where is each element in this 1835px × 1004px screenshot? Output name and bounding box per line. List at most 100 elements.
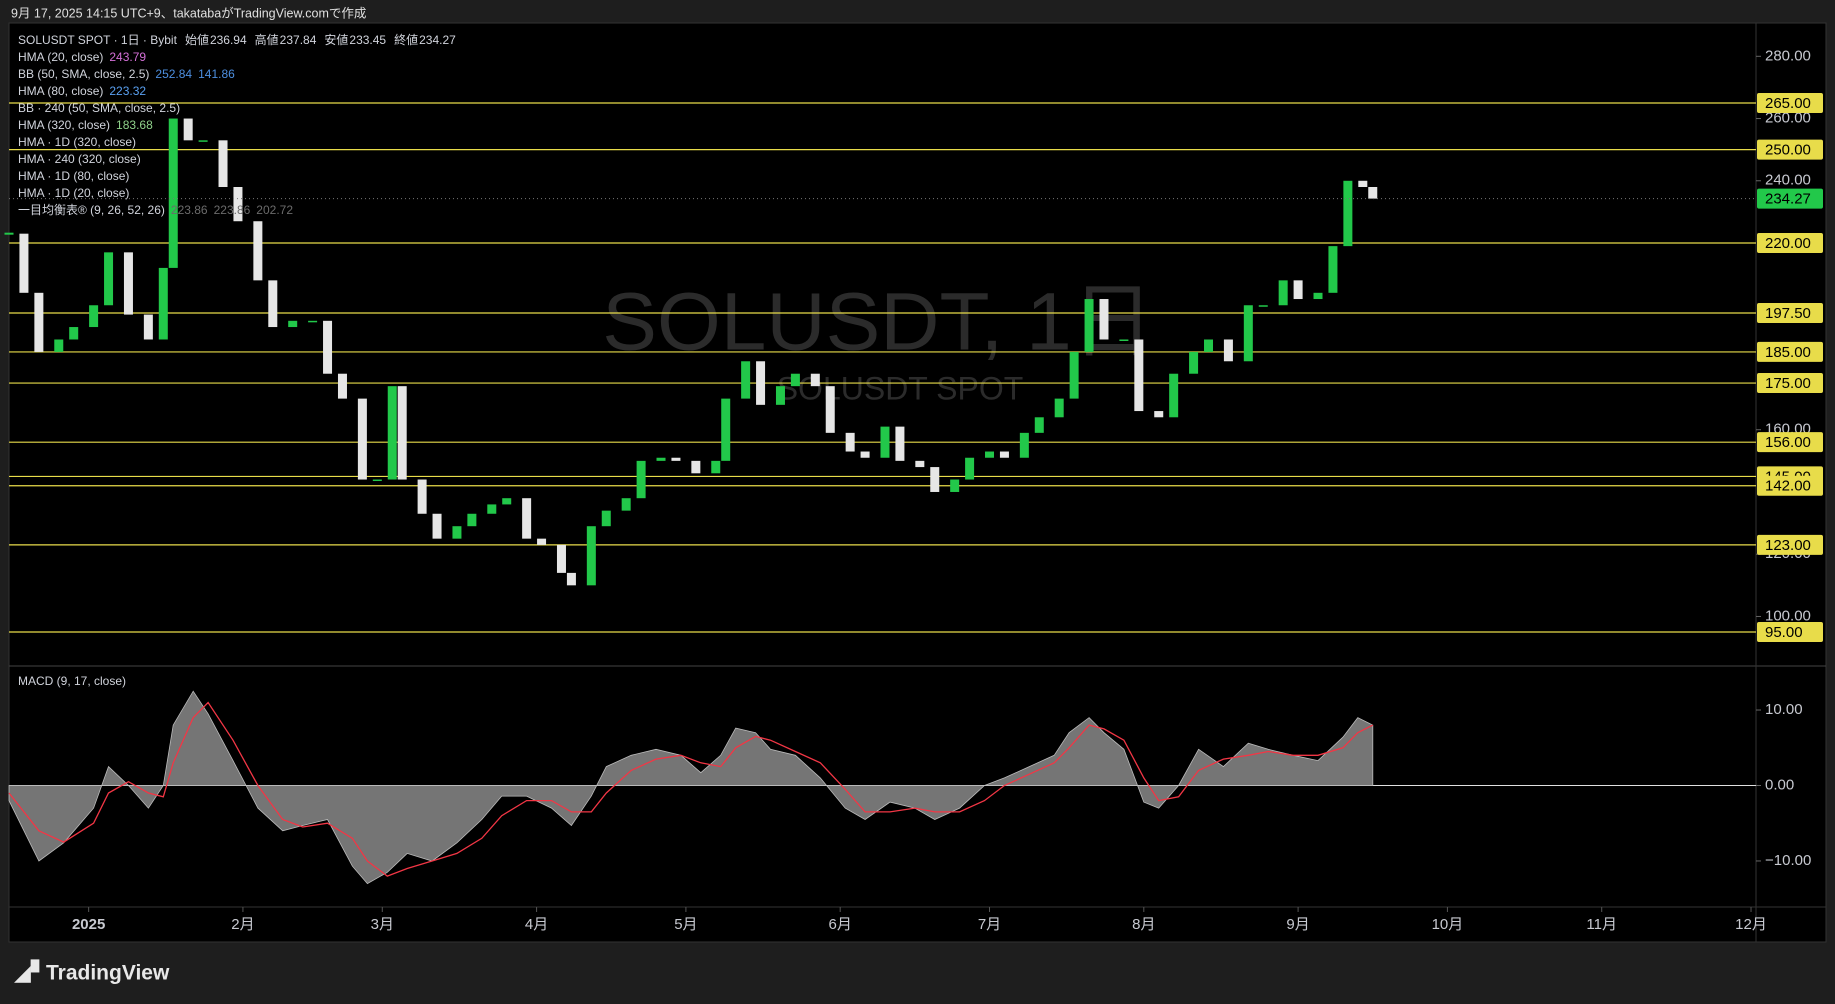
legend-name: HMA (20, close) [18,50,103,64]
candle [253,221,263,281]
candle [1313,292,1323,300]
x-tick-label: 12月 [1735,916,1767,933]
legend-name: HMA (320, close) [18,118,110,132]
candle [337,373,347,399]
level-label-bg [1757,475,1823,496]
candle [671,457,681,461]
x-tick-label: 7月 [978,916,1001,933]
x-tick-label: 5月 [674,916,697,933]
candle [999,451,1009,458]
legend-row: BB · 240 (50, SMA, close, 2.5) [18,101,180,115]
level-label: 265.00 [1765,95,1811,112]
level-label-bg [1757,303,1823,324]
legend-name: BB (50, SMA, close, 2.5) [18,67,149,81]
legend-row: HMA (320, close) 183.68 [18,118,153,132]
candle [985,451,995,458]
candle [487,504,497,514]
candle [123,252,133,315]
x-tick-label: 10月 [1432,916,1464,933]
level-label: 95.00 [1765,624,1803,641]
level-label: 175.00 [1765,375,1811,392]
x-tick-label: 8月 [1132,916,1155,933]
candle [183,118,193,141]
candle [790,373,800,387]
candle [34,292,44,352]
candle [601,510,611,527]
level-label-bg [1757,622,1823,643]
level-label: 185.00 [1765,344,1811,361]
x-tick-label: 6月 [829,916,852,933]
candle [233,187,243,222]
candle [537,538,547,545]
candle [621,498,631,511]
last-price-label: 234.27 [1765,191,1811,208]
y-tick-label: 0.00 [1765,776,1794,793]
candle [158,267,168,340]
candle [965,457,975,480]
legend-value: 202.72 [256,203,293,217]
candle [1243,305,1253,362]
legend-name: 一目均衡表® (9, 26, 52, 26) [18,203,165,217]
legend-row: HMA · 240 (320, close) [18,152,141,166]
last-price-bg [1757,188,1823,209]
candle [1069,351,1079,399]
x-tick-label: 11月 [1586,916,1617,933]
legend-value: 223.86 [214,203,251,217]
candle [1204,339,1214,352]
candle [1278,280,1288,306]
level-label-bg [1757,92,1823,113]
candle [1328,246,1338,293]
candle [895,426,905,461]
candle [502,498,512,505]
candle [288,320,298,328]
legend-value: 223.86 [171,203,208,217]
candle [69,327,79,340]
candle [308,320,318,323]
legend-name: HMA · 1D (320, close) [18,135,136,149]
candle [810,373,820,387]
level-label-bg [1757,139,1823,160]
candle [825,386,835,433]
candle [467,513,477,527]
legend-row: HMA (80, close) 223.32 [18,84,146,98]
candle [522,498,532,539]
candle [104,252,114,306]
y-tick-label: 240.00 [1765,172,1811,189]
ohlc-value: 234.27 [419,33,456,47]
candle [721,398,731,461]
candle [1223,339,1233,362]
candle [323,320,333,374]
candle [1169,373,1179,418]
candle [711,460,721,474]
pane-title: MACD (9, 17, close) [18,674,126,688]
candle [168,118,178,268]
legend-row: HMA · 1D (80, close) [18,169,129,183]
y-tick-label: 260.00 [1765,110,1811,127]
candle [1084,299,1094,352]
level-label-bg [1757,432,1823,453]
footer: TradingView [46,962,170,985]
level-label-bg [1757,534,1823,555]
candle [357,398,367,480]
candle [930,467,940,492]
candle [566,572,576,586]
x-tick-label: 2月 [231,916,254,933]
ohlc-value: 236.94 [210,33,247,47]
level-label: 142.00 [1765,478,1811,495]
candle [1019,432,1029,458]
legend-row: BB (50, SMA, close, 2.5) 252.84 141.86 [18,67,235,81]
candle [19,233,29,293]
candle [656,457,666,461]
candle [1368,187,1378,199]
level-label-bg [1757,233,1823,254]
candle [1258,305,1268,307]
candle [1099,299,1109,340]
legend-title-row: SOLUSDT SPOT · 1日 · Bybit 始値236.94 高値237.8… [18,32,456,47]
candle [143,314,153,340]
candle [915,460,925,468]
candle [268,280,278,328]
level-label: 250.00 [1765,142,1811,159]
candle [845,432,855,452]
candle [1343,180,1353,247]
